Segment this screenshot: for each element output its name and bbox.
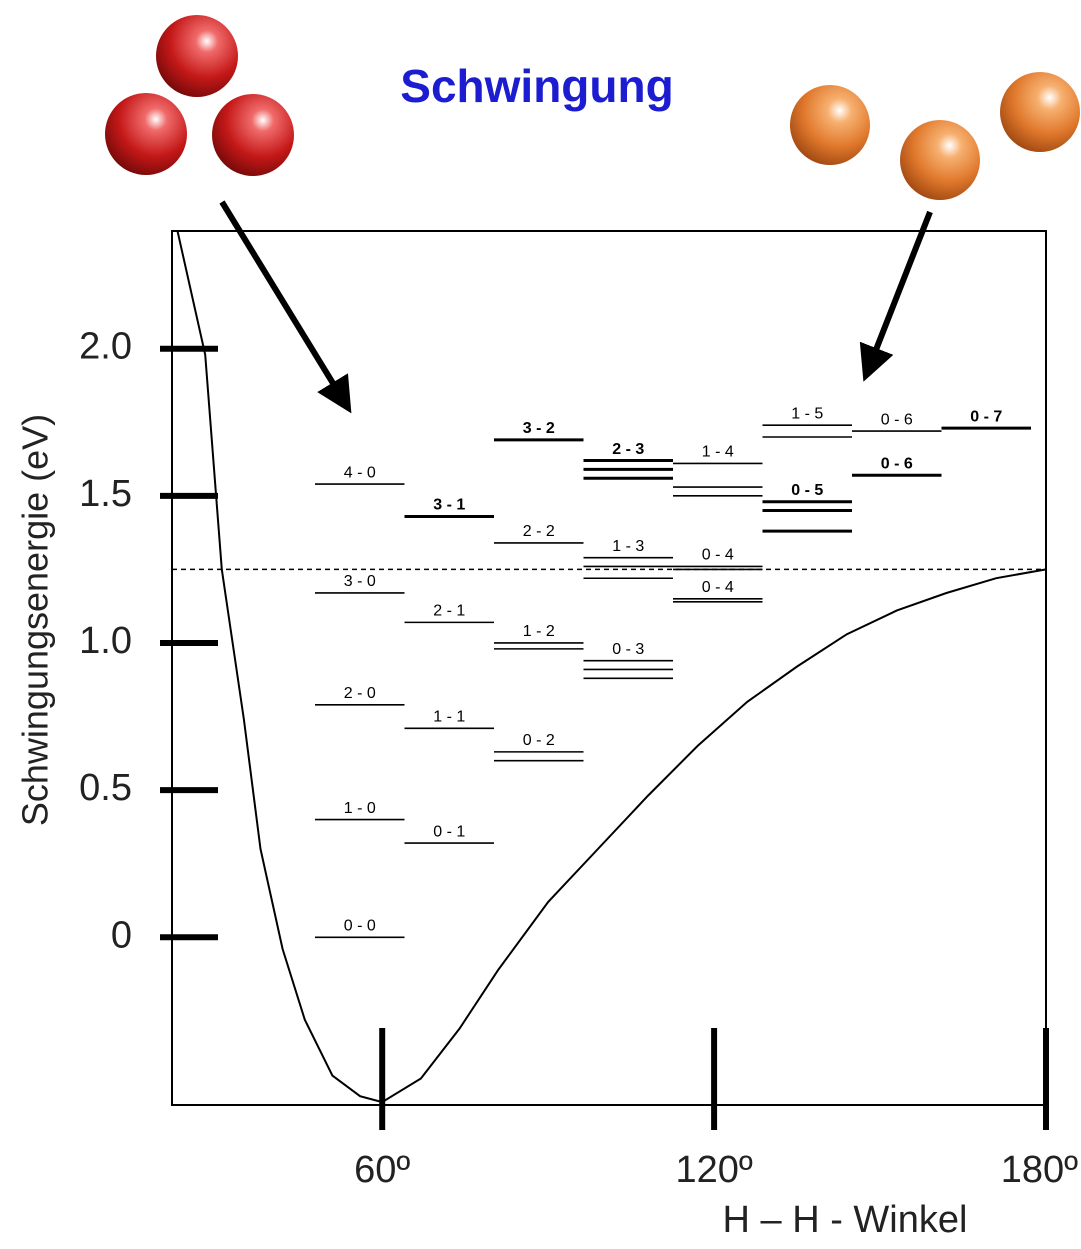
y-tick-label: 1.0 [79,620,132,662]
level-label: 0 - 7 [970,408,1002,425]
level-label: 0 - 4 [702,547,734,564]
level-label: 1 - 3 [612,538,644,555]
level-label: 0 - 5 [791,482,823,499]
level-label: 0 - 2 [523,732,555,749]
y-tick-label: 0 [111,914,132,956]
level-label: 0 - 4 [702,579,734,596]
x-tick-label: 180º [1001,1149,1078,1191]
molecule-linear [790,72,1080,200]
level-label: 2 - 1 [433,603,465,620]
level-label: 0 - 3 [612,641,644,658]
x-tick-label: 60º [354,1149,410,1191]
level-label: 0 - 6 [881,411,913,428]
level-label: 3 - 1 [433,497,465,514]
x-axis-title: H – H - Winkel [723,1199,968,1241]
arrow [219,200,352,414]
plot-frame [171,230,1047,1106]
level-label: 1 - 5 [791,405,823,422]
level-label: 3 - 0 [344,573,376,590]
arrow [859,210,933,382]
level-label: 1 - 2 [523,623,555,640]
level-label: 2 - 2 [523,523,555,540]
level-label: 2 - 3 [612,441,644,458]
molecule-triangle [105,15,294,176]
y-axis-title: Schwingungsenergie (eV) [15,414,56,826]
level-label: 1 - 1 [433,709,465,726]
y-tick-label: 2.0 [79,326,132,368]
level-label: 1 - 4 [702,444,734,461]
y-tick-label: 0.5 [79,767,132,809]
x-tick-label: 120º [675,1149,752,1191]
level-label: 1 - 0 [344,800,376,817]
level-label: 0 - 1 [433,823,465,840]
level-label: 2 - 0 [344,685,376,702]
y-tick-label: 1.5 [79,473,132,515]
level-label: 4 - 0 [344,464,376,481]
level-label: 3 - 2 [523,420,555,437]
level-label: 0 - 6 [881,455,913,472]
level-label: 0 - 0 [344,917,376,934]
chart-title: Schwingung [400,60,673,112]
potential-curve [176,230,1047,1104]
